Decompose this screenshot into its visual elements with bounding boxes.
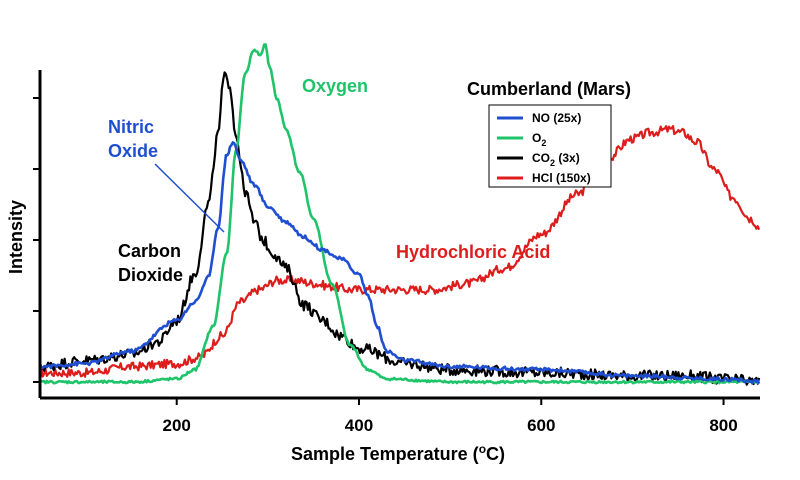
legend-box [488,104,612,188]
legend-label-co2: CO2 (3x) [532,151,580,168]
x-axis-title: Sample Temperature (oC) [291,442,505,464]
legend-label-no: NO (25x) [532,111,581,125]
x-axis-title-prefix: Sample Temperature ( [291,444,479,464]
x-axis-title-sup: o [479,442,486,456]
x-axis-title-suffix: C) [486,444,505,464]
x-ticks: 200 400 600 800 [163,398,738,435]
series-layer [38,43,761,386]
annotation-oxygen: Oxygen [302,76,368,96]
series-line-no [38,141,761,385]
x-tick-label: 400 [345,416,373,435]
annotation-carbon-dioxide-line1: Carbon [118,241,181,261]
annotation-hydrochloric-acid: Hydrochloric Acid [396,242,550,262]
x-tick-label: 800 [709,416,737,435]
annotation-nitric-oxide-line1: Nitric [108,117,154,137]
series-line-o2 [39,43,760,385]
nitric-oxide-pointer [154,163,225,233]
annotation-nitric-oxide-line2: Oxide [108,141,158,161]
annotation-carbon-dioxide-line2: Dioxide [118,265,183,285]
legend: NO (25x) O2 CO2 (3x) HCl (150x) [488,104,612,188]
x-tick-label: 600 [527,416,555,435]
legend-label-o2: O2 [532,131,546,148]
x-tick-label: 200 [163,416,191,435]
legend-label-hcl: HCl (150x) [532,171,591,185]
series-line-hcl [39,125,761,378]
chart-title: Cumberland (Mars) [467,79,631,99]
y-axis-title: Intensity [6,200,26,274]
series-line-co2 [38,71,761,386]
y-ticks [33,97,40,383]
